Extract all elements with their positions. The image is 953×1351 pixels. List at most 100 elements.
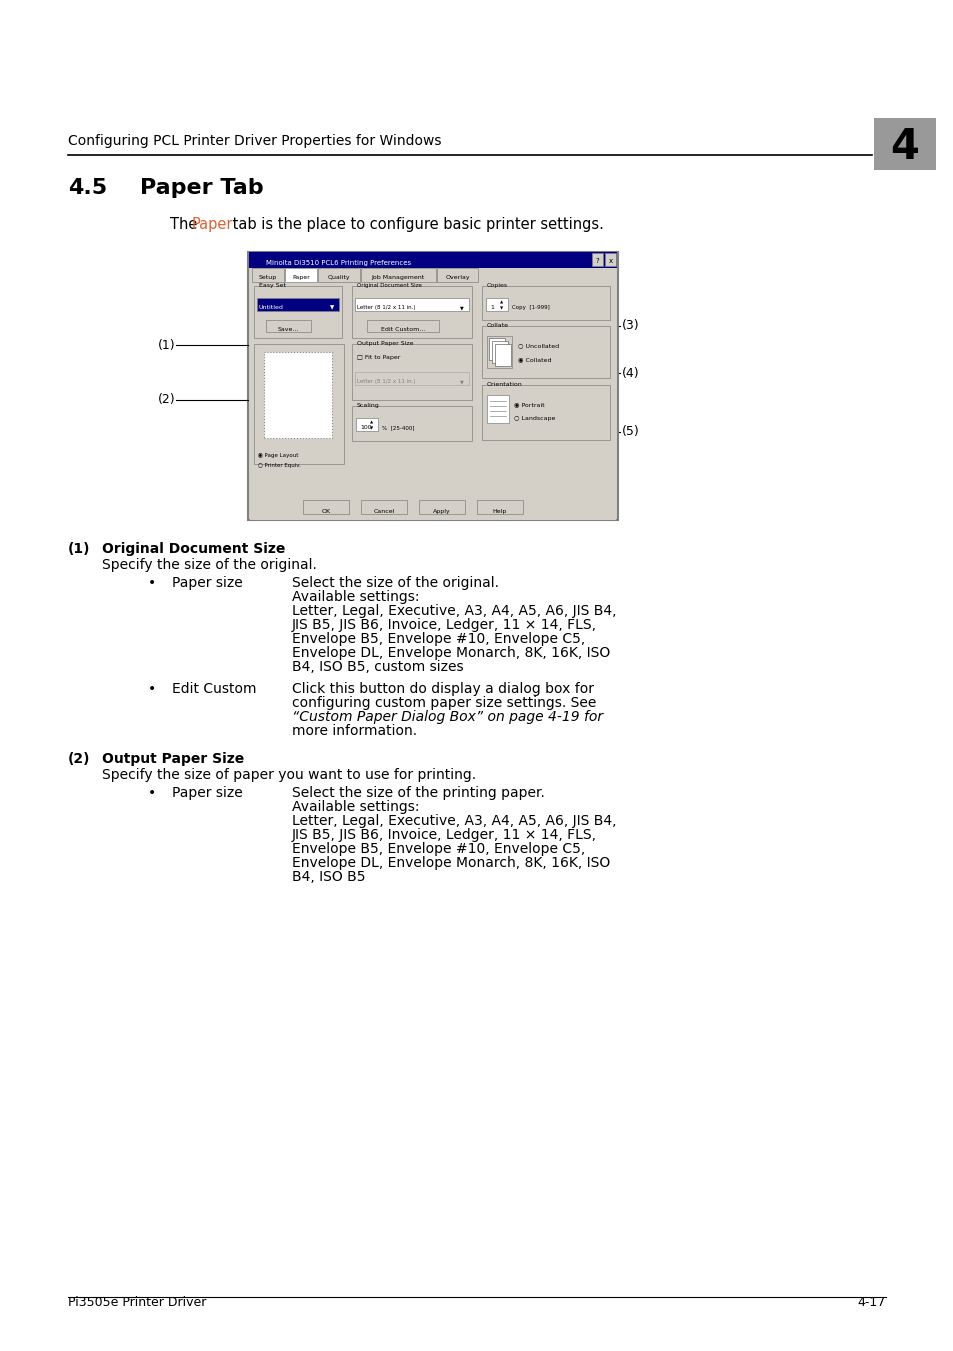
Text: □ Fit to Paper: □ Fit to Paper xyxy=(356,355,400,359)
Text: ▼: ▼ xyxy=(459,305,463,309)
FancyBboxPatch shape xyxy=(489,338,504,359)
FancyBboxPatch shape xyxy=(492,340,507,363)
Text: Original Document Size: Original Document Size xyxy=(102,542,285,557)
Text: Save...: Save... xyxy=(277,327,298,332)
FancyBboxPatch shape xyxy=(249,253,617,267)
FancyBboxPatch shape xyxy=(486,336,512,367)
Text: ▼: ▼ xyxy=(459,380,463,384)
Text: Paper: Paper xyxy=(292,276,310,280)
Text: Paper size: Paper size xyxy=(172,786,242,800)
Text: Envelope B5, Envelope #10, Envelope C5,: Envelope B5, Envelope #10, Envelope C5, xyxy=(292,842,584,857)
FancyBboxPatch shape xyxy=(418,500,464,513)
Text: Paper size: Paper size xyxy=(172,576,242,590)
Text: Apply: Apply xyxy=(433,509,451,513)
FancyBboxPatch shape xyxy=(367,320,438,332)
Text: ◉ Portrait: ◉ Portrait xyxy=(514,403,544,407)
FancyBboxPatch shape xyxy=(352,407,472,440)
Text: ▼: ▼ xyxy=(370,426,374,430)
Text: (1): (1) xyxy=(158,339,175,351)
Text: (3): (3) xyxy=(621,319,639,332)
Text: Orientation: Orientation xyxy=(486,382,522,386)
Text: •: • xyxy=(148,576,156,590)
Text: “Custom Paper Dialog Box” on page 4-19 for: “Custom Paper Dialog Box” on page 4-19 f… xyxy=(292,711,602,724)
FancyBboxPatch shape xyxy=(436,267,477,282)
Text: ○ Printer Equiv.: ○ Printer Equiv. xyxy=(257,463,300,467)
Text: Select the size of the printing paper.: Select the size of the printing paper. xyxy=(292,786,544,800)
Text: Help: Help xyxy=(493,509,507,513)
Text: Minolta Di3510 PCL6 Printing Preferences: Minolta Di3510 PCL6 Printing Preferences xyxy=(266,259,411,266)
Text: Specify the size of paper you want to use for printing.: Specify the size of paper you want to us… xyxy=(102,767,476,782)
FancyBboxPatch shape xyxy=(485,299,507,311)
Text: (4): (4) xyxy=(621,366,639,380)
Text: Envelope DL, Envelope Monarch, 8K, 16K, ISO: Envelope DL, Envelope Monarch, 8K, 16K, … xyxy=(292,646,610,661)
FancyBboxPatch shape xyxy=(355,372,469,385)
Text: 100: 100 xyxy=(359,426,372,430)
FancyBboxPatch shape xyxy=(592,253,602,266)
Text: Paper: Paper xyxy=(192,218,233,232)
Text: Configuring PCL Printer Driver Properties for Windows: Configuring PCL Printer Driver Propertie… xyxy=(68,134,441,149)
FancyBboxPatch shape xyxy=(317,267,359,282)
Text: Quality: Quality xyxy=(327,276,350,280)
FancyBboxPatch shape xyxy=(360,500,407,513)
Text: (2): (2) xyxy=(158,393,175,407)
Text: Job Management: Job Management xyxy=(371,276,424,280)
FancyBboxPatch shape xyxy=(360,267,436,282)
Text: 4-17: 4-17 xyxy=(857,1296,885,1309)
Text: Edit Custom...: Edit Custom... xyxy=(380,327,425,332)
Text: Collate: Collate xyxy=(486,323,509,328)
FancyBboxPatch shape xyxy=(253,345,344,463)
FancyBboxPatch shape xyxy=(486,394,509,423)
FancyBboxPatch shape xyxy=(604,253,616,266)
Text: Letter, Legal, Executive, A3, A4, A5, A6, JIS B4,: Letter, Legal, Executive, A3, A4, A5, A6… xyxy=(292,815,616,828)
Text: Scaling: Scaling xyxy=(356,403,379,408)
FancyBboxPatch shape xyxy=(476,500,522,513)
Text: Edit Custom: Edit Custom xyxy=(172,682,256,696)
Text: B4, ISO B5: B4, ISO B5 xyxy=(292,870,365,884)
Text: Original Document Size: Original Document Size xyxy=(356,282,421,288)
FancyBboxPatch shape xyxy=(266,320,311,332)
Text: Click this button do display a dialog box for: Click this button do display a dialog bo… xyxy=(292,682,594,696)
FancyBboxPatch shape xyxy=(481,286,609,320)
Text: (5): (5) xyxy=(621,426,639,439)
Text: ▼: ▼ xyxy=(500,305,503,309)
FancyBboxPatch shape xyxy=(253,286,341,338)
Text: Available settings:: Available settings: xyxy=(292,590,419,604)
Text: (2): (2) xyxy=(68,753,91,766)
Text: more information.: more information. xyxy=(292,724,416,738)
Text: ○ Uncollated: ○ Uncollated xyxy=(517,343,558,349)
FancyBboxPatch shape xyxy=(481,326,609,378)
FancyBboxPatch shape xyxy=(250,282,616,520)
Text: Select the size of the original.: Select the size of the original. xyxy=(292,576,498,590)
Text: 1: 1 xyxy=(490,305,494,309)
Text: tab is the place to configure basic printer settings.: tab is the place to configure basic prin… xyxy=(228,218,603,232)
Text: Letter (8 1/2 x 11 in.): Letter (8 1/2 x 11 in.) xyxy=(356,305,416,309)
Text: Letter (8 1/2 x 11 in.): Letter (8 1/2 x 11 in.) xyxy=(356,380,416,384)
Text: Output Paper Size: Output Paper Size xyxy=(102,753,244,766)
Text: Available settings:: Available settings: xyxy=(292,800,419,815)
FancyBboxPatch shape xyxy=(252,267,284,282)
Text: ▼: ▼ xyxy=(330,305,334,309)
FancyBboxPatch shape xyxy=(355,299,469,311)
Text: ○ Landscape: ○ Landscape xyxy=(514,416,555,422)
Text: OK: OK xyxy=(321,509,331,513)
Text: ▲: ▲ xyxy=(500,300,503,304)
Text: Setup: Setup xyxy=(258,276,276,280)
Text: The: The xyxy=(170,218,202,232)
Text: •: • xyxy=(148,786,156,800)
Text: Specify the size of the original.: Specify the size of the original. xyxy=(102,558,316,571)
Text: ◉ Page Layout: ◉ Page Layout xyxy=(257,453,298,458)
FancyBboxPatch shape xyxy=(285,267,316,282)
FancyBboxPatch shape xyxy=(352,345,472,400)
FancyBboxPatch shape xyxy=(873,118,935,170)
FancyBboxPatch shape xyxy=(355,417,377,431)
Text: ?: ? xyxy=(595,258,598,263)
FancyBboxPatch shape xyxy=(495,345,511,366)
Text: •: • xyxy=(148,682,156,696)
Text: Cancel: Cancel xyxy=(373,509,395,513)
FancyBboxPatch shape xyxy=(256,299,338,311)
FancyBboxPatch shape xyxy=(303,500,349,513)
Text: Pi3505e Printer Driver: Pi3505e Printer Driver xyxy=(68,1296,206,1309)
Text: Copies: Copies xyxy=(486,282,508,288)
Text: Untitled: Untitled xyxy=(258,305,284,309)
Text: Easy Set: Easy Set xyxy=(258,282,286,288)
